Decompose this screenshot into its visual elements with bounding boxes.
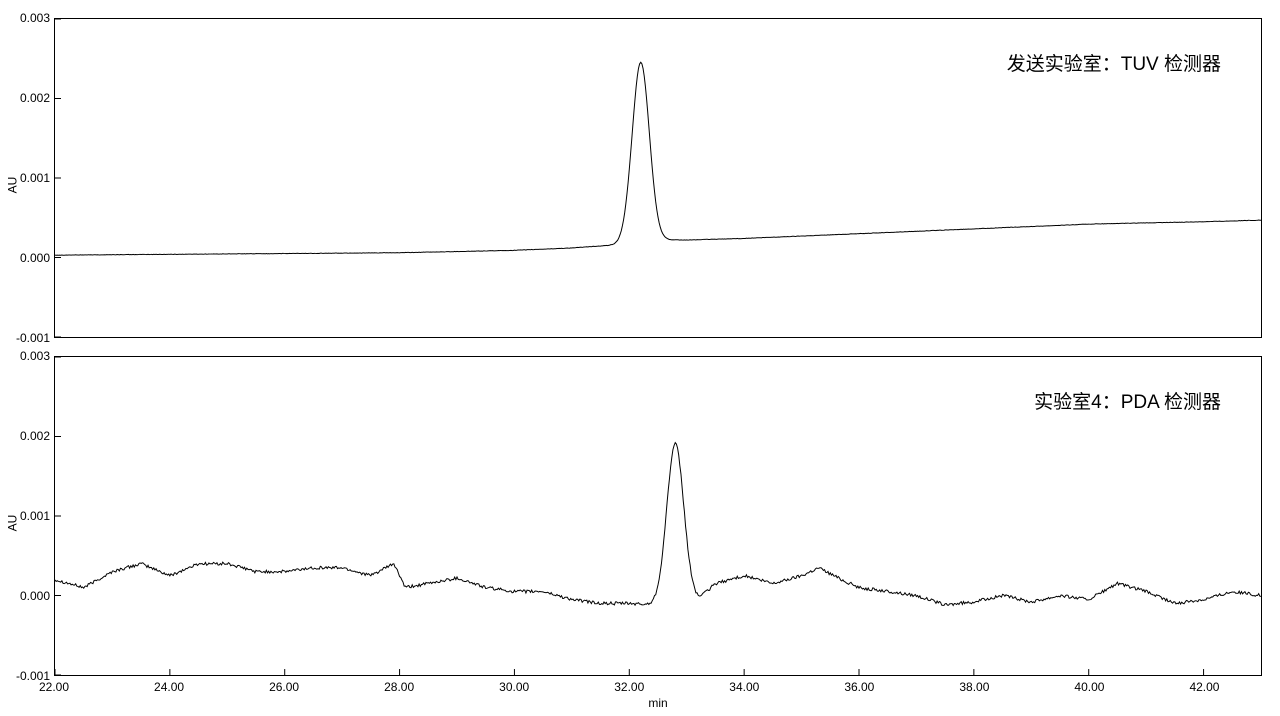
- x-tick-label: 22.00: [39, 680, 69, 694]
- x-tick-label: 24.00: [154, 680, 184, 694]
- annotation-bottom: 实验室4：PDA 检测器: [1034, 387, 1221, 414]
- x-tick-label: 32.00: [614, 680, 644, 694]
- y-axis-label-bottom: AU: [5, 515, 19, 532]
- y-tick-label: 0.003: [6, 349, 50, 363]
- annotation-top: 发送实验室：TUV 检测器: [1007, 49, 1221, 76]
- x-tick-label: 30.00: [499, 680, 529, 694]
- chromatogram-figure: 发送实验室：TUV 检测器 实验室4：PDA 检测器 -0.001 0.000 0.…: [0, 0, 1280, 716]
- x-tick-label: 36.00: [844, 680, 874, 694]
- x-tick-label: 26.00: [269, 680, 299, 694]
- y-tick-label: 0.000: [6, 251, 50, 265]
- x-tick-label: 38.00: [959, 680, 989, 694]
- y-tick-label: -0.001: [6, 331, 50, 345]
- y-tick-label: 0.002: [6, 429, 50, 443]
- y-tick-label: 0.000: [6, 589, 50, 603]
- chart-panel-top: 发送实验室：TUV 检测器: [54, 18, 1262, 338]
- y-axis-label-top: AU: [5, 177, 19, 194]
- x-tick-label: 40.00: [1074, 680, 1104, 694]
- x-axis-label: min: [648, 696, 667, 710]
- y-tick-label: 0.003: [6, 11, 50, 25]
- chart-panel-bottom: 实验室4：PDA 检测器: [54, 356, 1262, 676]
- x-tick-label: 34.00: [729, 680, 759, 694]
- y-tick-label: 0.002: [6, 91, 50, 105]
- x-tick-label: 42.00: [1189, 680, 1219, 694]
- x-tick-label: 28.00: [384, 680, 414, 694]
